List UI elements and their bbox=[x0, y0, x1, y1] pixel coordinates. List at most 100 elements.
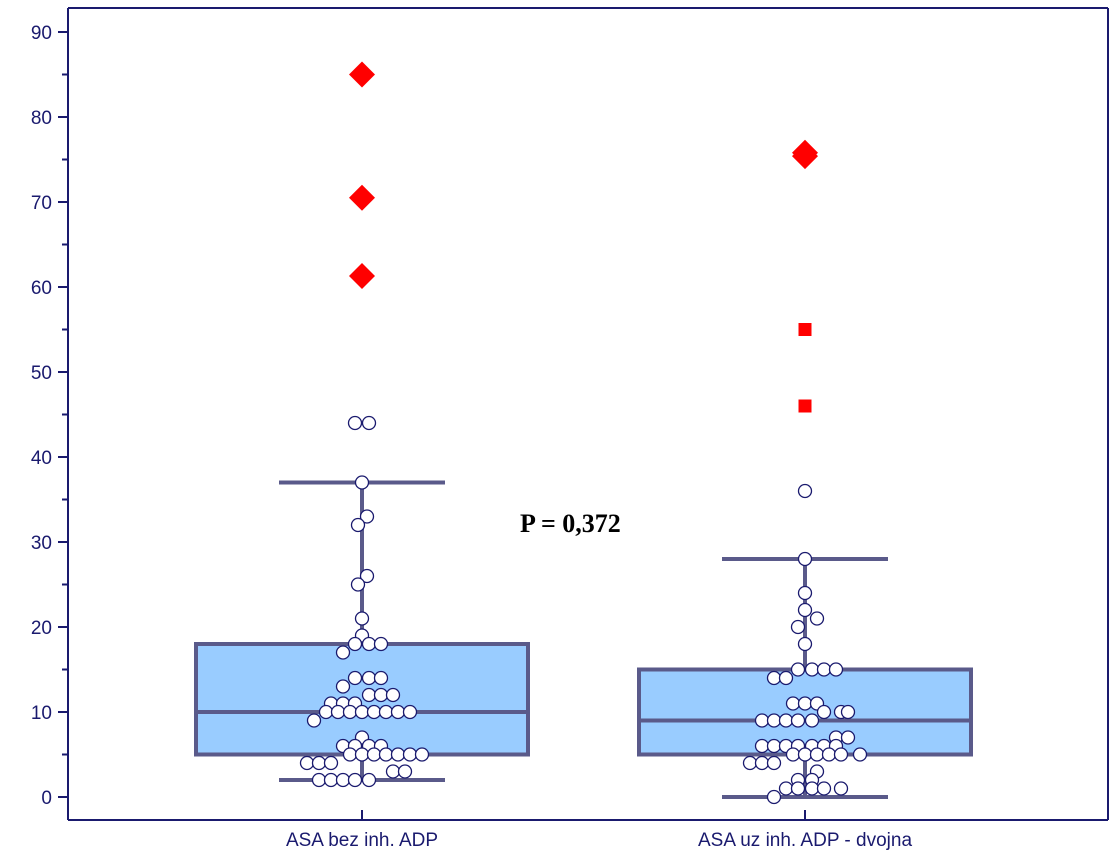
data-point bbox=[790, 781, 806, 796]
y-tick-label: 0 bbox=[41, 788, 52, 809]
data-point bbox=[350, 577, 366, 592]
data-point bbox=[785, 747, 801, 762]
data-point bbox=[361, 687, 377, 703]
data-point bbox=[397, 764, 413, 779]
data-point bbox=[840, 730, 856, 745]
data-point bbox=[359, 568, 375, 584]
outliers bbox=[349, 61, 818, 413]
data-point bbox=[797, 696, 813, 711]
data-point bbox=[797, 585, 813, 601]
data-point bbox=[311, 772, 327, 788]
data-point bbox=[797, 551, 813, 567]
data-point bbox=[766, 755, 782, 771]
data-point bbox=[350, 517, 366, 533]
y-tick-label: 50 bbox=[31, 363, 52, 384]
near-outlier-square bbox=[798, 323, 812, 336]
data-point bbox=[804, 781, 820, 796]
data-point bbox=[833, 747, 849, 762]
data-point bbox=[347, 772, 363, 788]
data-point bbox=[330, 704, 346, 720]
data-point bbox=[323, 772, 339, 788]
near-outlier-square bbox=[798, 399, 812, 413]
data-point bbox=[402, 747, 418, 762]
data-point bbox=[390, 747, 406, 762]
data-point bbox=[361, 772, 377, 788]
data-point bbox=[833, 781, 849, 796]
far-outlier-diamond bbox=[792, 143, 818, 170]
data-point bbox=[342, 747, 358, 762]
data-point bbox=[347, 415, 363, 431]
data-point bbox=[778, 713, 794, 728]
data-points bbox=[299, 415, 868, 805]
data-point bbox=[804, 713, 820, 728]
y-tick-label: 90 bbox=[31, 23, 52, 44]
data-point bbox=[797, 747, 813, 762]
y-tick-label: 60 bbox=[31, 278, 52, 299]
data-point bbox=[335, 772, 351, 788]
data-point bbox=[378, 747, 394, 762]
y-tick-label: 20 bbox=[31, 618, 52, 639]
data-point bbox=[323, 755, 339, 771]
data-point bbox=[366, 704, 382, 720]
data-point bbox=[809, 747, 825, 762]
data-point bbox=[335, 645, 351, 660]
data-point bbox=[754, 738, 770, 754]
data-point bbox=[766, 789, 782, 805]
far-outlier-diamond bbox=[349, 184, 375, 211]
data-point bbox=[354, 704, 370, 720]
data-point bbox=[790, 662, 806, 677]
data-point bbox=[414, 747, 430, 762]
data-point bbox=[361, 415, 377, 431]
data-point bbox=[366, 747, 382, 762]
data-point bbox=[742, 755, 758, 771]
data-point bbox=[790, 619, 806, 635]
data-point bbox=[840, 704, 856, 720]
data-point bbox=[816, 662, 832, 677]
data-point bbox=[797, 636, 813, 652]
data-point bbox=[828, 662, 844, 677]
data-point bbox=[385, 687, 401, 703]
data-point bbox=[821, 747, 837, 762]
data-point bbox=[373, 687, 389, 703]
data-point bbox=[778, 670, 794, 686]
data-point bbox=[306, 713, 322, 728]
data-point bbox=[790, 713, 806, 728]
data-point bbox=[766, 670, 782, 686]
far-outlier-diamond bbox=[349, 262, 375, 289]
data-point bbox=[342, 704, 358, 720]
data-point bbox=[335, 679, 351, 694]
data-point bbox=[378, 704, 394, 720]
data-point bbox=[809, 611, 825, 626]
data-point bbox=[354, 475, 370, 490]
x-category-label: ASA bez inh. ADP bbox=[286, 830, 438, 851]
data-point bbox=[311, 755, 327, 771]
data-point bbox=[785, 696, 801, 711]
y-tick-label: 10 bbox=[31, 703, 52, 724]
data-point bbox=[361, 670, 377, 686]
p-value-annotation: P = 0,372 bbox=[520, 509, 621, 538]
data-point bbox=[816, 704, 832, 720]
data-point bbox=[359, 509, 375, 524]
data-point bbox=[766, 713, 782, 728]
data-point bbox=[347, 636, 363, 652]
data-point bbox=[354, 611, 370, 626]
data-point bbox=[299, 755, 315, 771]
data-point bbox=[354, 747, 370, 762]
data-point bbox=[797, 602, 813, 618]
iqr-box bbox=[637, 667, 973, 757]
data-point bbox=[373, 670, 389, 686]
data-point bbox=[754, 755, 770, 771]
data-point bbox=[347, 670, 363, 686]
data-point bbox=[804, 662, 820, 677]
y-tick-label: 40 bbox=[31, 448, 52, 469]
data-point bbox=[373, 636, 389, 652]
data-point bbox=[778, 781, 794, 796]
x-category-label: ASA uz inh. ADP - dvojna bbox=[698, 830, 912, 851]
x-axis: ASA bez inh. ADP ASA uz inh. ADP - dvojna bbox=[286, 810, 912, 851]
data-point bbox=[797, 483, 813, 499]
data-point bbox=[766, 738, 782, 754]
far-outlier-diamond bbox=[349, 61, 375, 88]
y-tick-label: 80 bbox=[31, 108, 52, 129]
data-point bbox=[390, 704, 406, 720]
